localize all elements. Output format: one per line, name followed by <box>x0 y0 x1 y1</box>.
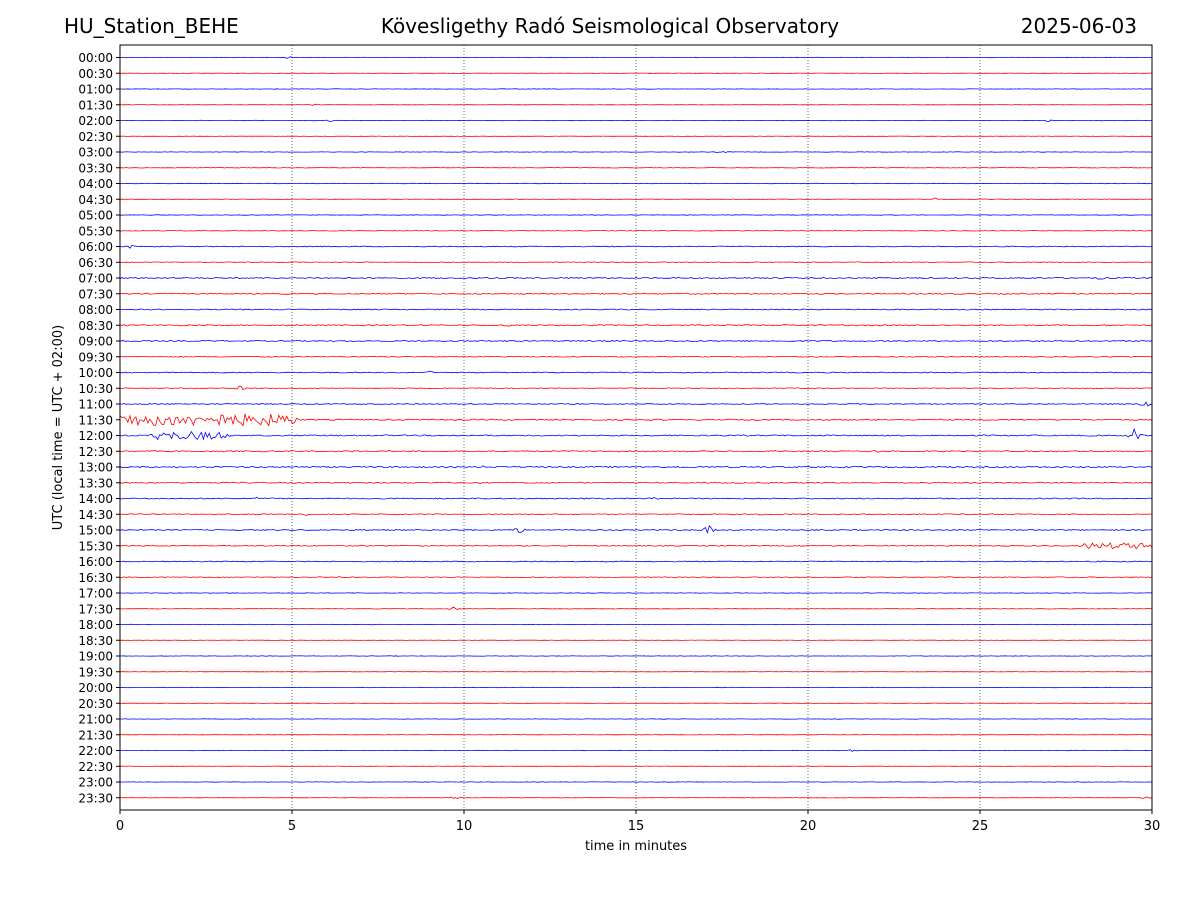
y-tick-label: 12:00 <box>78 429 113 443</box>
y-tick-label: 08:00 <box>78 303 113 317</box>
trace-row <box>119 525 1153 534</box>
y-tick-label: 15:00 <box>78 524 113 538</box>
y-tick-label: 13:00 <box>78 461 113 475</box>
trace-row <box>119 513 1153 516</box>
y-tick-label: 17:30 <box>78 602 113 616</box>
x-tick-label: 30 <box>1144 819 1161 834</box>
trace-row <box>119 276 1153 280</box>
trace-row <box>119 413 1153 427</box>
station-name: HU_Station_BEHE <box>64 14 239 38</box>
trace-row <box>119 796 1153 799</box>
y-tick-label: 01:30 <box>78 98 113 112</box>
y-tick-label: 05:30 <box>78 224 113 238</box>
x-tick-label: 0 <box>116 819 124 834</box>
x-axis-ticks: 0 5 10 15 20 25 30 <box>116 810 1160 834</box>
y-tick-label: 11:00 <box>78 398 113 412</box>
y-tick-label: 22:30 <box>78 760 113 774</box>
y-tick-label: 17:00 <box>78 587 113 601</box>
y-tick-label: 09:30 <box>78 350 113 364</box>
y-tick-label: 21:00 <box>78 713 113 727</box>
y-tick-label: 07:00 <box>78 272 113 286</box>
x-tick-label: 5 <box>288 819 296 834</box>
trace-row <box>119 401 1152 407</box>
y-tick-label: 11:30 <box>78 413 113 427</box>
y-tick-label: 14:00 <box>78 492 113 506</box>
x-tick-label: 25 <box>972 819 989 834</box>
trace-row <box>119 103 1153 106</box>
y-tick-label: 19:00 <box>78 650 113 664</box>
y-tick-label: 08:30 <box>78 319 113 333</box>
y-tick-label: 10:00 <box>78 366 113 380</box>
y-tick-label: 06:30 <box>78 256 113 270</box>
trace-row <box>119 427 1153 441</box>
y-tick-label: 16:30 <box>78 571 113 585</box>
y-tick-label: 09:00 <box>78 335 113 349</box>
y-tick-label: 02:00 <box>78 114 113 128</box>
y-tick-label: 15:30 <box>78 539 113 553</box>
y-tick-label: 18:30 <box>78 634 113 648</box>
x-tick-label: 10 <box>456 819 473 834</box>
y-tick-label: 07:30 <box>78 287 113 301</box>
y-tick-label: 13:30 <box>78 476 113 490</box>
plot-frame <box>119 44 1153 811</box>
y-tick-label: 03:00 <box>78 146 113 160</box>
y-tick-label: 06:00 <box>78 240 113 254</box>
y-tick-label: 16:00 <box>78 555 113 569</box>
trace-row <box>119 167 1153 169</box>
trace-row <box>120 230 1153 232</box>
y-tick-label: 19:30 <box>78 665 113 679</box>
y-tick-label: 12:30 <box>78 445 113 459</box>
y-axis-label: UTC (local time = UTC + 02:00) <box>51 325 66 530</box>
trace-row <box>119 542 1153 550</box>
y-tick-label: 01:00 <box>78 83 113 97</box>
y-tick-label: 04:30 <box>78 193 113 207</box>
trace-row <box>119 606 1153 611</box>
y-tick-label: 23:30 <box>78 791 113 805</box>
y-tick-label: 00:30 <box>78 67 113 81</box>
trace-row <box>119 261 1153 264</box>
trace-row <box>119 385 1153 390</box>
y-tick-label: 23:00 <box>78 776 113 790</box>
y-tick-label: 14:30 <box>78 508 113 522</box>
y-tick-label: 10:30 <box>78 382 113 396</box>
y-tick-label: 18:00 <box>78 618 113 632</box>
y-tick-label: 21:30 <box>78 728 113 742</box>
y-tick-label: 00:00 <box>78 51 113 65</box>
x-tick-label: 20 <box>800 819 817 834</box>
trace-row <box>119 150 1153 154</box>
y-tick-label: 05:00 <box>78 209 113 223</box>
y-tick-label: 20:00 <box>78 681 113 695</box>
trace-row <box>119 465 1153 469</box>
trace-row <box>119 340 1153 342</box>
x-tick-label: 15 <box>628 819 645 834</box>
trace-row <box>119 197 1153 200</box>
chart-title: Kövesligethy Radó Seismological Observat… <box>380 14 840 38</box>
y-tick-label: 04:00 <box>78 177 113 191</box>
y-tick-label: 22:00 <box>78 744 113 758</box>
chart-date: 2025-06-03 <box>1020 14 1137 38</box>
y-tick-label: 20:30 <box>78 697 113 711</box>
x-axis-label: time in minutes <box>585 839 687 854</box>
y-tick-label: 03:30 <box>78 161 113 175</box>
grid-lines <box>291 45 981 810</box>
trace-row <box>120 576 1152 579</box>
y-tick-label: 02:30 <box>78 130 113 144</box>
